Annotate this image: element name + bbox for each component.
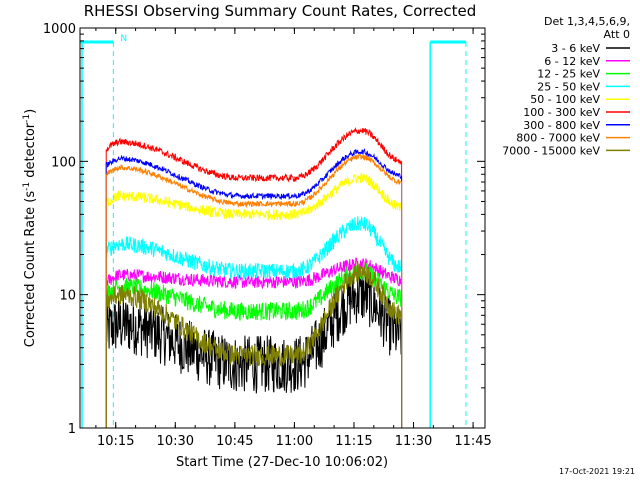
- legend-label-7: 800 - 7000 keV: [516, 132, 600, 145]
- series-line-3: [105, 215, 403, 428]
- x-tick-label-4: 11:15: [335, 434, 372, 449]
- x-tick-label-0: 10:15: [97, 434, 134, 449]
- series-line-7: [105, 154, 403, 428]
- y-tick-label-2: 100: [51, 155, 76, 170]
- legend-header-line1: Det 1,3,4,5,6,9,: [544, 15, 630, 28]
- y-axis-label-main: Corrected Count Rate (s: [23, 191, 38, 348]
- y-axis-label-mid: detector: [23, 122, 38, 182]
- night-label: N: [120, 34, 127, 44]
- series-line-5: [105, 126, 403, 428]
- y-tick-label-0: 1: [68, 422, 76, 437]
- legend-label-2: 12 - 25 keV: [537, 68, 600, 81]
- y-axis: 1 10 100 1000: [43, 22, 485, 437]
- timestamp: 17-Oct-2021 19:21: [559, 467, 635, 476]
- legend-label-8: 7000 - 15000 keV: [502, 144, 600, 157]
- legend-label-4: 50 - 100 keV: [530, 93, 600, 106]
- legend-label-6: 300 - 800 keV: [523, 119, 600, 132]
- series-line-1: [105, 257, 403, 428]
- plot-area: N: [80, 34, 467, 428]
- series-line-8: [105, 260, 403, 428]
- x-tick-label-3: 11:00: [276, 434, 313, 449]
- y-tick-label-1: 10: [59, 289, 76, 304]
- x-axis: 10:15 10:30 10:45 11:00 11:15 11:30 11:45: [95, 28, 492, 449]
- legend-label-5: 100 - 300 keV: [523, 106, 600, 119]
- legend-header-line2: Att 0: [604, 28, 630, 41]
- x-axis-label: Start Time (27-Dec-10 10:06:02): [176, 455, 388, 470]
- x-tick-label-2: 10:45: [216, 434, 253, 449]
- x-tick-label-5: 11:30: [395, 434, 432, 449]
- x-tick-label-6: 11:45: [454, 434, 491, 449]
- legend-label-1: 6 - 12 keV: [544, 55, 600, 68]
- series-line-4: [105, 172, 403, 428]
- chart-title: RHESSI Observing Summary Count Rates, Co…: [84, 2, 477, 20]
- y-tick-label-3: 1000: [43, 22, 76, 37]
- legend-label-3: 25 - 50 keV: [537, 80, 600, 93]
- x-tick-label-1: 10:30: [157, 434, 194, 449]
- y-axis-label-sup1: -1: [22, 182, 32, 191]
- y-axis-label-end: ): [23, 109, 38, 114]
- plot-frame: [79, 27, 486, 429]
- y-axis-label: Corrected Count Rate (s-1 detector-1): [22, 109, 38, 347]
- series-line-6: [105, 148, 403, 428]
- legend-label-0: 3 - 6 keV: [551, 42, 600, 55]
- y-axis-label-sup2: -1: [22, 114, 32, 123]
